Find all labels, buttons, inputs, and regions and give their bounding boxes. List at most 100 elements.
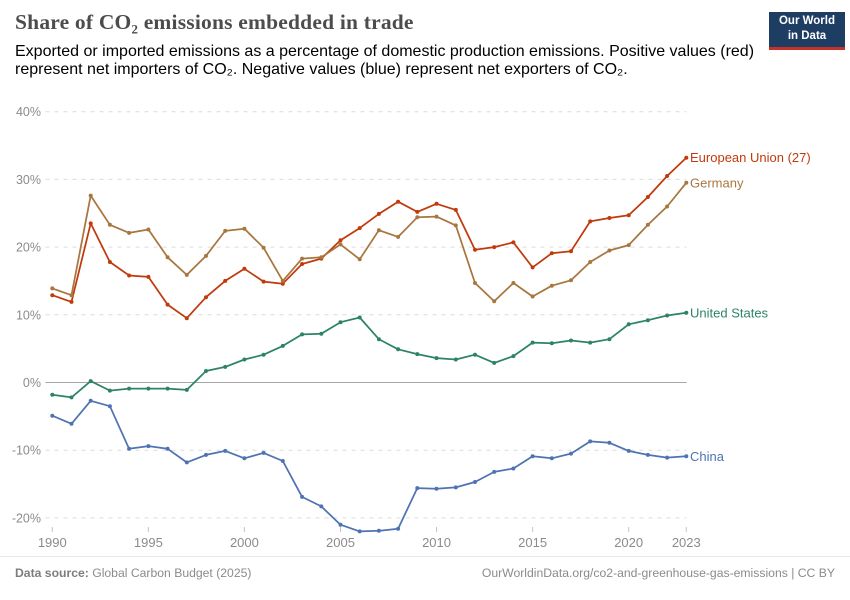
data-point-european-union-27[interactable] (376, 211, 381, 216)
data-point-united-states[interactable] (88, 379, 93, 384)
data-point-china[interactable] (338, 522, 343, 527)
data-point-germany[interactable] (549, 283, 554, 288)
data-point-china[interactable] (280, 459, 285, 463)
data-point-european-union-27[interactable] (165, 302, 170, 307)
data-point-germany[interactable] (280, 278, 285, 283)
data-point-united-states[interactable] (338, 320, 343, 325)
data-point-china[interactable] (645, 452, 650, 457)
data-point-united-states[interactable] (204, 369, 208, 373)
data-point-united-states[interactable] (530, 340, 535, 345)
data-point-european-union-27[interactable] (127, 273, 132, 278)
data-point-european-union-27[interactable] (415, 209, 420, 214)
data-point-china[interactable] (473, 480, 477, 484)
data-point-european-union-27[interactable] (357, 226, 362, 231)
data-point-china[interactable] (626, 448, 631, 453)
data-point-united-states[interactable] (165, 386, 170, 391)
data-point-germany[interactable] (473, 281, 477, 285)
data-point-united-states[interactable] (415, 352, 420, 357)
data-point-united-states[interactable] (396, 347, 401, 352)
series-line-germany[interactable] (51, 181, 688, 303)
data-point-china[interactable] (434, 486, 439, 491)
data-point-united-states[interactable] (511, 354, 516, 359)
data-point-china[interactable] (530, 454, 535, 459)
data-point-germany[interactable] (684, 180, 689, 185)
data-point-united-states[interactable] (223, 364, 228, 369)
data-point-united-states[interactable] (492, 360, 497, 365)
data-point-china[interactable] (261, 450, 266, 455)
data-point-china[interactable] (453, 485, 458, 490)
data-point-european-union-27[interactable] (261, 279, 266, 284)
data-point-united-states[interactable] (588, 340, 593, 345)
data-point-european-union-27[interactable] (511, 240, 516, 245)
data-point-united-states[interactable] (280, 343, 285, 348)
data-point-european-union-27[interactable] (588, 219, 593, 224)
data-point-china[interactable] (242, 456, 247, 461)
attribution[interactable]: OurWorldinData.org/co2-and-greenhouse-ga… (481, 566, 835, 580)
data-point-germany[interactable] (376, 228, 381, 233)
data-point-germany[interactable] (569, 278, 573, 283)
data-point-china[interactable] (127, 446, 132, 451)
data-point-germany[interactable] (184, 272, 189, 277)
data-point-germany[interactable] (530, 294, 535, 299)
data-point-united-states[interactable] (357, 315, 362, 320)
series-label-china[interactable]: China (690, 449, 725, 464)
data-point-european-union-27[interactable] (684, 155, 689, 160)
data-point-european-union-27[interactable] (50, 293, 55, 298)
series-line-european-union-27[interactable] (51, 156, 688, 320)
data-point-germany[interactable] (665, 204, 670, 209)
data-point-germany[interactable] (127, 230, 132, 235)
data-point-united-states[interactable] (434, 356, 439, 361)
data-point-china[interactable] (107, 404, 112, 409)
data-point-united-states[interactable] (376, 337, 381, 342)
data-point-germany[interactable] (588, 260, 593, 264)
data-point-united-states[interactable] (127, 386, 132, 391)
data-point-united-states[interactable] (300, 332, 305, 337)
data-point-european-union-27[interactable] (665, 174, 670, 178)
data-point-european-union-27[interactable] (492, 245, 497, 250)
data-point-european-union-27[interactable] (626, 213, 631, 218)
data-point-china[interactable] (69, 421, 74, 426)
data-point-germany[interactable] (453, 223, 458, 228)
data-point-united-states[interactable] (665, 313, 670, 318)
data-point-germany[interactable] (434, 214, 439, 219)
data-point-china[interactable] (415, 486, 420, 491)
data-point-germany[interactable] (338, 242, 343, 247)
data-point-european-union-27[interactable] (473, 247, 477, 252)
data-point-china[interactable] (492, 469, 497, 474)
data-point-european-union-27[interactable] (223, 278, 228, 283)
data-point-germany[interactable] (165, 255, 170, 260)
data-point-united-states[interactable] (146, 386, 151, 391)
data-point-germany[interactable] (69, 293, 74, 298)
owid-logo[interactable]: Our World in Data (769, 12, 845, 50)
data-point-united-states[interactable] (107, 388, 112, 393)
data-point-european-union-27[interactable] (300, 262, 305, 266)
data-point-china[interactable] (165, 446, 170, 451)
series-label-germany[interactable]: Germany (690, 175, 744, 190)
data-point-china[interactable] (50, 413, 55, 418)
data-point-european-union-27[interactable] (146, 274, 151, 279)
data-point-united-states[interactable] (69, 395, 74, 400)
data-point-european-union-27[interactable] (607, 216, 612, 220)
data-point-germany[interactable] (319, 255, 324, 260)
data-point-germany[interactable] (300, 256, 305, 261)
data-point-european-union-27[interactable] (396, 199, 401, 204)
data-point-germany[interactable] (492, 299, 497, 304)
data-point-germany[interactable] (223, 228, 228, 233)
data-point-european-union-27[interactable] (204, 295, 208, 300)
data-point-china[interactable] (607, 440, 612, 445)
data-point-european-union-27[interactable] (569, 249, 573, 254)
data-point-united-states[interactable] (319, 331, 324, 336)
data-point-germany[interactable] (107, 222, 112, 227)
data-point-china[interactable] (396, 526, 401, 531)
data-point-china[interactable] (376, 528, 381, 533)
data-point-germany[interactable] (607, 248, 612, 253)
data-point-china[interactable] (569, 451, 573, 456)
data-point-germany[interactable] (626, 243, 631, 248)
data-point-european-union-27[interactable] (549, 251, 554, 256)
data-point-united-states[interactable] (242, 357, 247, 362)
data-point-european-union-27[interactable] (242, 266, 247, 271)
data-point-united-states[interactable] (261, 352, 266, 357)
data-point-china[interactable] (300, 494, 305, 499)
data-point-china[interactable] (146, 444, 151, 449)
data-point-china[interactable] (665, 455, 670, 460)
